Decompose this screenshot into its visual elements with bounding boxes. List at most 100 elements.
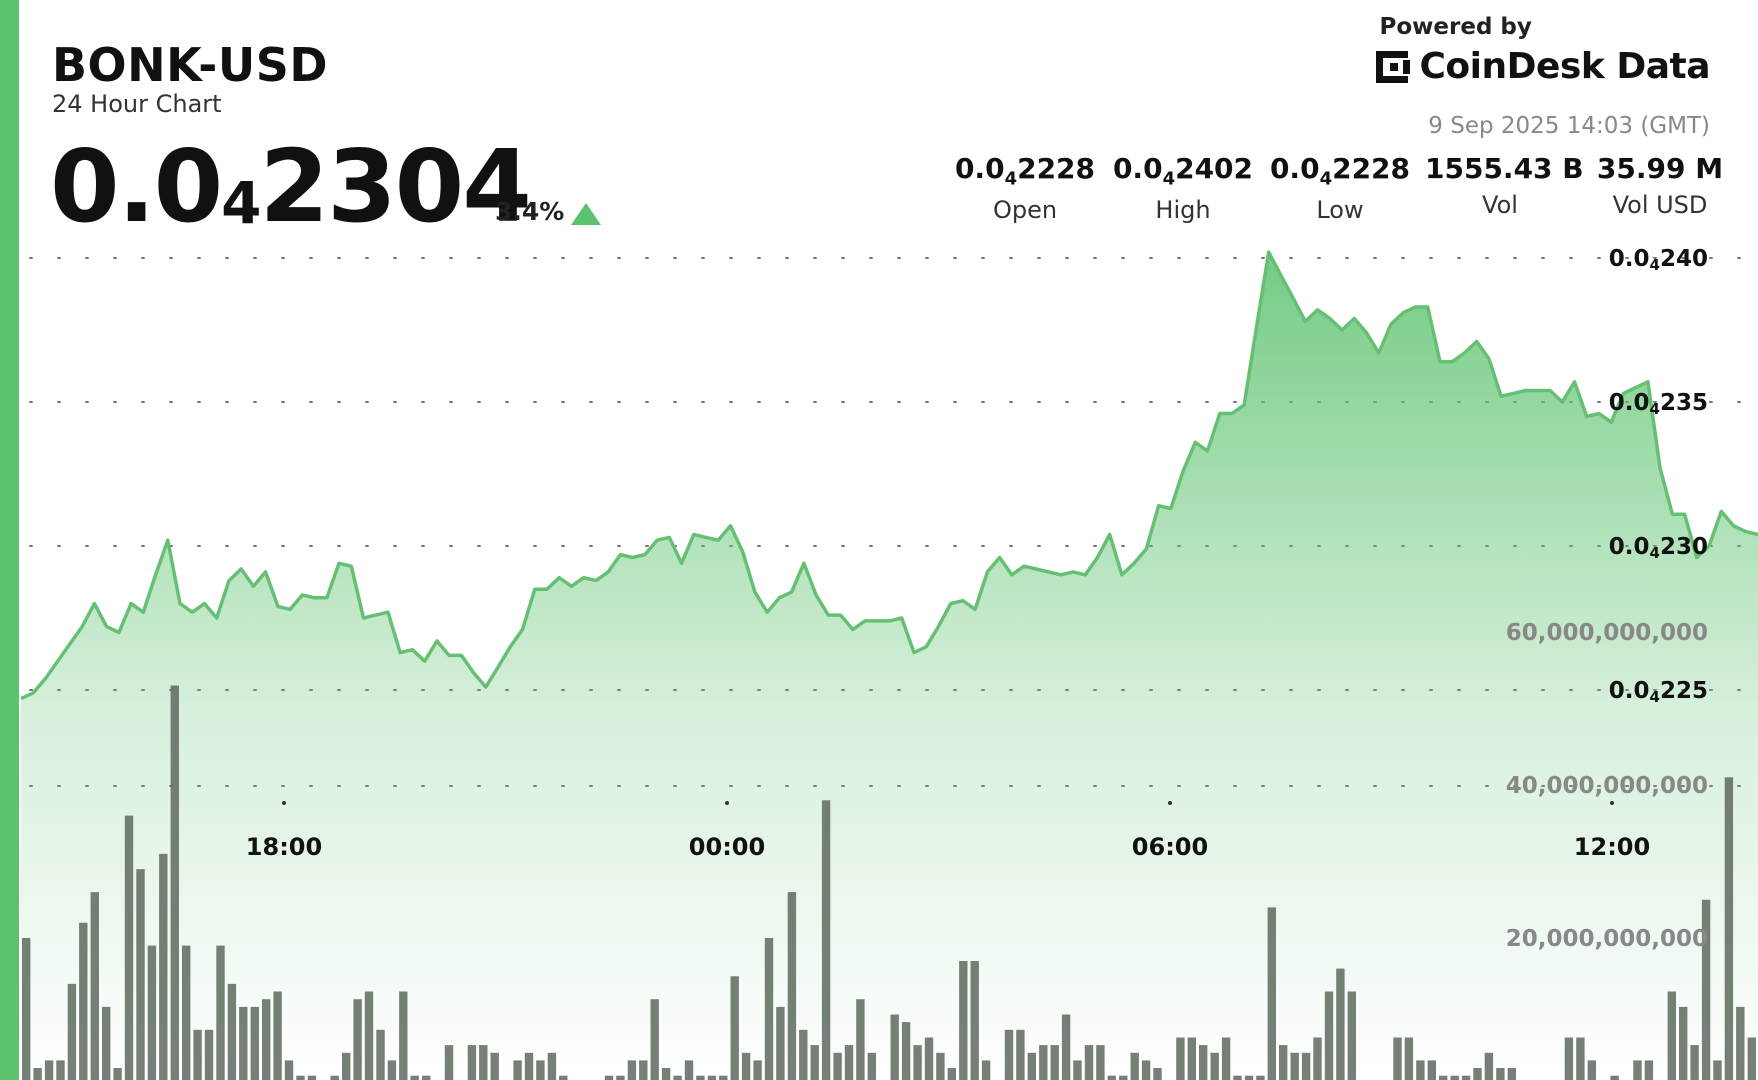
volume-bar: [890, 1014, 899, 1080]
volume-bar: [1301, 1052, 1311, 1080]
volume-bar: [1427, 1060, 1436, 1080]
price-zero-count: 4: [221, 169, 261, 237]
volume-bar: [947, 1068, 956, 1080]
volume-bar: [1450, 1075, 1459, 1080]
volume-bar: [56, 1060, 65, 1080]
time-tick-label: 18:00: [246, 833, 322, 861]
volume-bar: [490, 1052, 499, 1080]
volume-bar: [22, 938, 31, 1080]
time-tick-mark: [1168, 801, 1172, 805]
volume-bar: [182, 945, 191, 1080]
volume-bar: [1233, 1075, 1242, 1080]
volume-bar: [1644, 1060, 1654, 1080]
volume-bar: [1393, 1037, 1402, 1080]
price-change: 3.4%: [495, 197, 565, 226]
volume-bar: [1461, 1075, 1471, 1080]
volume-bar: [1736, 1006, 1745, 1080]
volume-bar: [147, 945, 157, 1080]
volume-bar: [113, 1068, 122, 1080]
volume-bar: [353, 999, 362, 1080]
volume-bar: [1416, 1060, 1425, 1080]
stat-value-prefix: 0.0: [1112, 152, 1163, 185]
time-tick-label: 00:00: [689, 833, 765, 861]
volume-bar: [1690, 1045, 1699, 1080]
brand-block: Powered by CoinDesk Data: [1372, 14, 1710, 87]
volume-bar: [970, 961, 979, 1080]
volume-bar: [1279, 1045, 1288, 1080]
asset-symbol: BONK-USD: [52, 38, 329, 92]
stat-value-zero-count: 4: [1319, 168, 1333, 190]
volume-bar: [547, 1052, 557, 1080]
volume-bar: [193, 1029, 202, 1080]
volume-bar: [364, 991, 374, 1080]
volume-bar: [33, 1068, 42, 1080]
volume-bar: [981, 1060, 991, 1080]
volume-bar: [959, 961, 968, 1080]
stat-vol-usd: 35.99 M Vol USD: [1585, 152, 1735, 219]
volume-bar: [1187, 1037, 1196, 1080]
volume-bar: [204, 1029, 214, 1080]
volume-bar: [856, 999, 865, 1080]
volume-bar: [273, 991, 282, 1080]
volume-bar: [1633, 1060, 1642, 1080]
volume-bar: [1107, 1075, 1116, 1080]
powered-by-label: Powered by: [1379, 14, 1532, 40]
volume-bar: [102, 1006, 111, 1080]
stat-vol: 1555.43 B Vol: [1425, 152, 1584, 219]
volume-bar: [901, 1022, 911, 1080]
time-tick-mark: [282, 801, 286, 805]
price-tick-label: 0.04225: [1609, 678, 1708, 706]
time-tick-mark: [725, 801, 729, 805]
volume-bar: [1347, 991, 1356, 1080]
volume-bar: [376, 1029, 385, 1080]
volume-bar: [1256, 1075, 1265, 1080]
stat-high: 0.042402 High: [1108, 152, 1258, 224]
volume-bar: [1153, 1068, 1162, 1080]
stat-value-digits: 2402: [1175, 152, 1254, 185]
volume-bar: [913, 1045, 922, 1080]
volume-bar: [1130, 1052, 1139, 1080]
volume-bar: [1576, 1037, 1585, 1080]
volume-bar: [1061, 1014, 1071, 1080]
volume-bar: [799, 1029, 808, 1080]
volume-bar: [170, 685, 179, 1080]
volume-bar: [776, 1006, 785, 1080]
stat-label: Vol USD: [1612, 191, 1708, 219]
volume-bar: [524, 1052, 534, 1080]
stat-value: 0.042402: [1108, 152, 1258, 190]
volume-bar: [1210, 1052, 1219, 1080]
volume-bar: [216, 945, 225, 1080]
price-digits: 2304: [259, 128, 532, 245]
volume-bar: [1439, 1075, 1448, 1080]
volume-bar: [90, 892, 99, 1080]
volume-bar: [1713, 1060, 1722, 1080]
stat-value-digits: 2228: [1017, 152, 1096, 185]
volume-bar: [307, 1075, 317, 1080]
volume-bar: [1073, 1060, 1082, 1080]
volume-bar: [1267, 907, 1276, 1080]
volume-bar: [627, 1060, 637, 1080]
stats-row: 0.042228 Open 0.042402 High 0.042228 Low 1555.…: [950, 152, 1723, 232]
stat-label: High: [1155, 195, 1211, 224]
volume-bar: [284, 1060, 294, 1080]
stat-value-prefix: 0.0: [954, 152, 1005, 185]
volume-bar: [399, 991, 408, 1080]
stat-value-prefix: 35.99 M: [1596, 152, 1724, 185]
price-area: [21, 252, 1758, 1080]
volume-bar: [227, 983, 237, 1080]
volume-bar: [696, 1075, 705, 1080]
volume-bar: [707, 1075, 717, 1080]
volume-bar: [741, 1052, 751, 1080]
volume-bar: [1564, 1037, 1574, 1080]
stat-value: 0.042228: [950, 152, 1100, 190]
volume-bar: [1701, 899, 1711, 1080]
stat-label: Low: [1316, 195, 1364, 224]
volume-bar: [867, 1052, 876, 1080]
current-price: 0.042304: [50, 128, 532, 245]
accent-bar: [0, 0, 19, 1080]
axis-labels: 0.04240 0.04235 0.04230 0.04225 60,000,000,0…: [246, 246, 1708, 952]
stat-value-zero-count: 4: [1004, 168, 1018, 190]
volume-bar: [159, 853, 168, 1080]
chart-subtitle: 24 Hour Chart: [52, 90, 222, 118]
volume-bar: [787, 892, 797, 1080]
